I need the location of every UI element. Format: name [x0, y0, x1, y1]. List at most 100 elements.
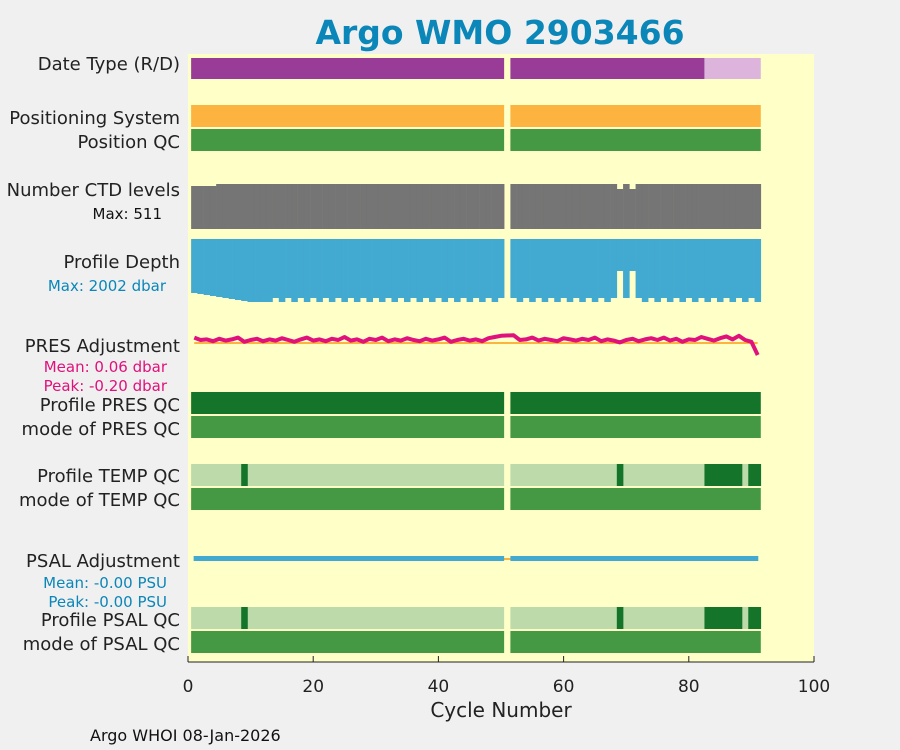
- profile-temp-qc-flag: [616, 464, 624, 486]
- ctd-levels-bar: [191, 186, 198, 229]
- profile-depth-bar: [704, 239, 712, 302]
- ctd-levels-bar: [591, 184, 599, 229]
- profile-psal-qc-bar: [510, 607, 761, 629]
- ctd-levels-bar: [209, 186, 217, 229]
- profile-depth-bar: [566, 239, 574, 302]
- profile-depth-bar: [579, 239, 586, 302]
- depth-max: Max: 2002 dbar: [48, 277, 167, 295]
- ctd-levels-bar: [259, 184, 267, 229]
- ctd-levels-bar: [472, 184, 480, 229]
- profile-depth-bar: [228, 239, 236, 299]
- ctd-levels-bar: [560, 184, 568, 229]
- x-axis-label: Cycle Number: [430, 698, 572, 722]
- profile-depth-bar: [529, 239, 536, 302]
- profile-depth-bar: [666, 239, 674, 302]
- profile-depth-bar: [491, 239, 499, 302]
- profile-depth-bar: [535, 239, 542, 298]
- ctd-levels-bar: [303, 184, 311, 229]
- ctd-levels-bar: [585, 184, 593, 229]
- psal-adjustment-series: [510, 556, 759, 561]
- ctd-levels-bar: [748, 184, 755, 229]
- profile-psal-qc-flag: [710, 607, 718, 629]
- profile-depth-bar: [360, 239, 367, 298]
- ctd-levels-bar: [429, 184, 436, 229]
- ctd-levels-bar: [735, 184, 743, 229]
- ctd-levels-bar: [641, 184, 649, 229]
- ctd-levels-bar: [216, 184, 223, 229]
- ctd-levels-bar: [322, 184, 330, 229]
- profile-depth-bar: [454, 239, 461, 302]
- profile-depth-bar: [191, 239, 198, 293]
- ctd-levels-bar: [572, 184, 580, 229]
- ctd-levels-bar: [347, 184, 355, 229]
- x-axis: 0 20 40 60 80 100: [183, 656, 830, 697]
- positioning-system-bar: [191, 105, 505, 127]
- ctd-levels-bar: [547, 184, 555, 229]
- ctd-levels-bar: [479, 184, 486, 229]
- profile-pres-qc-bar: [191, 392, 505, 414]
- profile-depth-bar: [698, 239, 705, 298]
- data-layer: [191, 58, 762, 653]
- profile-depth-bar: [510, 239, 517, 298]
- profile-depth-bar: [541, 239, 549, 302]
- profile-depth-bar: [272, 239, 280, 298]
- profile-depth-bar: [641, 239, 649, 302]
- profile-depth-bar: [729, 239, 737, 302]
- profile-depth-bar: [347, 239, 355, 298]
- label-positioning-system: Positioning System: [9, 108, 180, 129]
- profile-temp-qc-bar: [191, 464, 505, 486]
- ctd-levels-bar: [360, 184, 367, 229]
- label-profile-pres-qc: Profile PRES QC: [40, 395, 180, 416]
- x-tick-label: 20: [302, 677, 324, 697]
- profile-depth-bar: [522, 239, 530, 298]
- ctd-levels-bar: [372, 184, 380, 229]
- ctd-levels-bar: [316, 184, 323, 229]
- ctd-levels-bar: [291, 184, 298, 229]
- mode-temp-qc-bar: [191, 488, 505, 510]
- profile-depth-bar: [685, 239, 693, 298]
- ctd-levels-bar: [435, 184, 442, 229]
- profile-depth-bar: [216, 239, 223, 297]
- ctd-levels-bar: [754, 184, 762, 229]
- ctd-levels-bar: [272, 184, 280, 229]
- profile-depth-bar: [742, 239, 749, 302]
- label-profile-psal-qc: Profile PSAL QC: [41, 610, 180, 631]
- ctd-levels-bar: [522, 184, 530, 229]
- profile-depth-bar: [391, 239, 399, 302]
- ctd-levels-bar: [679, 184, 686, 229]
- pres-peak: Peak: -0.20 dbar: [44, 377, 168, 395]
- ctd-levels-bar: [566, 184, 574, 229]
- profile-depth-bar: [234, 239, 242, 300]
- label-ctd-levels: Number CTD levels: [7, 180, 180, 201]
- ctd-levels-bar: [466, 184, 474, 229]
- ctd-levels-bar: [742, 184, 749, 229]
- profile-temp-qc-flag: [710, 464, 718, 486]
- ctd-levels-bar: [529, 184, 536, 229]
- ctd-levels-bar: [485, 184, 492, 229]
- profile-psal-qc-flag: [748, 607, 755, 629]
- ctd-levels-bar: [285, 184, 292, 229]
- profile-temp-qc-flag: [735, 464, 743, 486]
- profile-depth-bar: [209, 239, 217, 296]
- profile-depth-bar: [385, 239, 392, 298]
- profile-depth-bar: [673, 239, 680, 298]
- profile-psal-qc-flag: [735, 607, 743, 629]
- ctd-levels-bar: [441, 184, 449, 229]
- profile-depth-bar: [441, 239, 449, 302]
- mode-pres-qc-bar: [191, 416, 505, 438]
- position-qc-bar: [191, 129, 505, 151]
- position-qc-bar: [510, 129, 761, 151]
- profile-depth-bar: [335, 239, 342, 298]
- profile-depth-bar: [616, 239, 624, 271]
- profile-depth-bar: [591, 239, 599, 302]
- profile-depth-bar: [679, 239, 686, 302]
- ctd-levels-bar: [234, 184, 242, 229]
- profile-depth-bar: [485, 239, 492, 298]
- profile-depth-bar: [660, 239, 668, 298]
- profile-depth-bar: [303, 239, 311, 302]
- profile-depth-bar: [472, 239, 480, 298]
- profile-temp-qc-flag: [704, 464, 712, 486]
- psal-peak: Peak: -0.00 PSU: [48, 593, 167, 611]
- ctd-levels-bar: [716, 184, 724, 229]
